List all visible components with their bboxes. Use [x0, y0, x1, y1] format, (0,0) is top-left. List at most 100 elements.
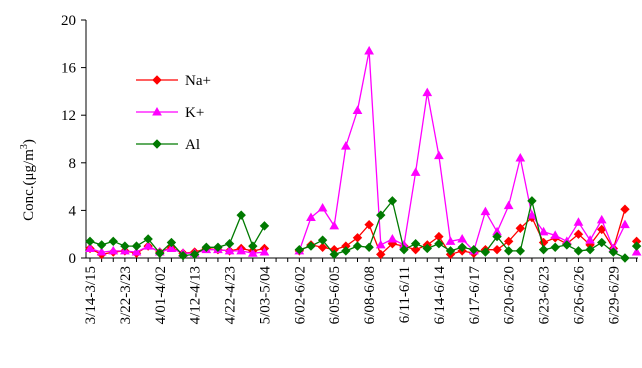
data-point — [503, 236, 514, 247]
data-point — [550, 230, 561, 239]
data-point — [515, 153, 526, 162]
data-point — [608, 247, 619, 257]
data-point — [294, 244, 305, 255]
data-point — [434, 150, 444, 160]
legend-marker — [152, 106, 162, 116]
data-point — [538, 244, 549, 255]
data-point — [317, 242, 328, 252]
data-point — [573, 217, 584, 226]
data-point — [96, 240, 107, 250]
data-point — [422, 87, 433, 97]
data-point — [236, 245, 247, 255]
data-point — [515, 246, 526, 256]
data-point — [364, 219, 374, 230]
data-point — [259, 221, 270, 231]
data-point — [469, 244, 479, 255]
data-point — [364, 242, 374, 252]
data-point — [399, 244, 409, 255]
y-tick-label: 16 — [61, 61, 77, 77]
legend-label: Al — [185, 137, 200, 153]
data-point — [247, 248, 258, 257]
data-point — [457, 242, 467, 252]
data-point — [538, 226, 549, 236]
y-tick-label: 0 — [69, 251, 77, 267]
data-point — [166, 243, 177, 252]
data-point — [364, 45, 374, 55]
data-point — [573, 229, 584, 239]
legend-item: K+ — [136, 105, 204, 121]
x-tick-label: 6/29-6/29 — [606, 266, 622, 324]
data-point — [631, 241, 642, 251]
y-tick-label: 8 — [69, 156, 77, 172]
x-tick-label: 6/14-6/14 — [432, 266, 448, 325]
x-tick-label: 6/11-6/11 — [397, 266, 413, 323]
data-point — [573, 246, 584, 256]
y-tick-label: 4 — [69, 203, 77, 219]
data-point — [492, 244, 502, 255]
series-line — [298, 50, 626, 253]
data-point — [620, 253, 630, 263]
data-point — [120, 241, 130, 251]
data-point — [329, 249, 339, 260]
legend: Na+ K+ Al — [136, 73, 211, 153]
data-point — [306, 241, 316, 251]
data-point — [341, 246, 351, 256]
x-tick-label: 6/23-6/23 — [537, 266, 553, 324]
x-tick-label: 4/22-4/23 — [223, 266, 239, 324]
x-tick-label: 5/03-5/04 — [257, 266, 273, 325]
data-point — [352, 105, 363, 114]
data-point — [306, 212, 316, 222]
series-al — [85, 196, 642, 263]
series-line — [89, 213, 266, 257]
data-point — [527, 196, 537, 206]
series-line — [89, 245, 265, 254]
legend-item: Na+ — [136, 73, 211, 89]
data-point — [248, 241, 258, 251]
data-point — [480, 206, 491, 216]
data-point — [620, 219, 630, 229]
x-tick-label: 6/20-6/20 — [502, 266, 518, 324]
data-point — [329, 220, 340, 230]
data-point — [85, 236, 95, 247]
data-point — [352, 241, 363, 251]
data-point — [585, 235, 595, 244]
data-point — [108, 236, 118, 247]
data-point — [503, 246, 514, 256]
x-tick-label: 3/14-3/15 — [83, 266, 99, 324]
data-point — [131, 247, 142, 256]
data-point — [155, 248, 165, 258]
data-point — [527, 210, 537, 219]
data-point — [480, 247, 491, 257]
x-tick-label: 6/26-6/26 — [571, 266, 587, 325]
x-tick-label: 6/08-6/08 — [362, 266, 378, 324]
data-point — [213, 242, 223, 252]
data-point — [596, 214, 607, 224]
data-point — [201, 242, 212, 252]
data-point — [503, 200, 514, 210]
legend-item: Al — [136, 137, 200, 153]
data-point — [457, 233, 468, 243]
data-point — [597, 237, 607, 248]
series-k- — [85, 45, 642, 257]
data-point — [224, 239, 235, 249]
data-point — [585, 244, 595, 255]
data-point — [108, 245, 119, 255]
data-point — [387, 196, 398, 206]
axes: 0 4 8 12 16 20 3/14-3/15 3/22-3/23 4/01-4/02 4/12… — [61, 13, 638, 324]
data-point — [631, 247, 642, 256]
x-tick-label: 6/17-6/17 — [467, 266, 483, 325]
data-point — [317, 203, 328, 212]
data-point — [410, 244, 421, 255]
data-point — [259, 247, 270, 256]
data-point — [376, 249, 386, 260]
data-point — [340, 141, 351, 150]
data-point — [96, 247, 107, 256]
data-point — [317, 235, 328, 245]
data-point — [143, 241, 154, 250]
data-point — [422, 243, 432, 254]
data-point — [410, 167, 421, 176]
data-point — [562, 240, 572, 250]
data-point — [445, 236, 456, 245]
x-tick-label: 4/01-4/02 — [153, 266, 169, 324]
y-axis-title: Conc.(μg/m3) — [19, 139, 37, 221]
